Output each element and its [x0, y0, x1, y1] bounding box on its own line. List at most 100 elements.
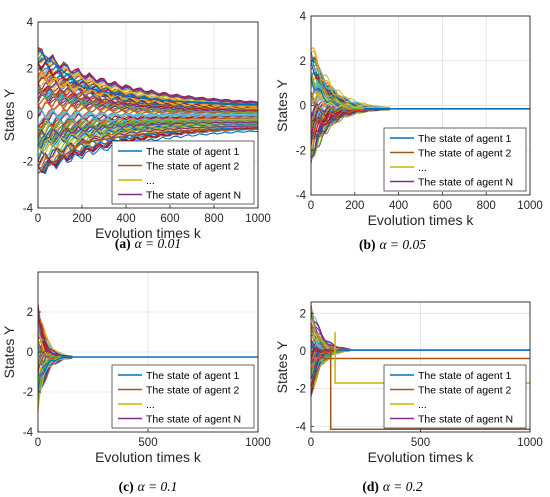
agent-line — [38, 120, 258, 139]
legend: The state of agent 1 The state of agent 2… — [111, 364, 255, 429]
x-tick-label: 200 — [345, 200, 364, 212]
x-tick-label: 0 — [308, 200, 314, 212]
legend-label: The state of agent 1 — [418, 133, 512, 145]
agent-line — [38, 357, 73, 399]
agent-line — [38, 48, 258, 105]
x-tick-label: 1000 — [517, 200, 543, 212]
legend-label: The state of agent 2 — [146, 384, 240, 396]
x-tick-label: 0 — [35, 437, 41, 449]
y-tick-label: 0 — [27, 110, 33, 122]
x-tick-label: 0 — [308, 437, 314, 449]
caption-text: α = 0.01 — [135, 236, 182, 251]
y-tick-label: 4 — [27, 17, 34, 29]
legend-label: The state of agent N — [146, 413, 241, 425]
x-tick-label: 600 — [433, 200, 452, 212]
y-tick-label: -2 — [23, 387, 33, 399]
agent-line — [38, 48, 258, 104]
legend-label: ... — [146, 175, 155, 187]
legend-label: ... — [418, 399, 427, 411]
y-tick-label: -4 — [23, 203, 34, 215]
legend-label: The state of agent N — [146, 189, 241, 201]
y-tick-label: 4 — [300, 11, 307, 23]
x-tick-label: 400 — [116, 213, 135, 225]
y-tick-label: -4 — [296, 190, 307, 202]
agent-line — [311, 54, 390, 109]
x-axis-label: Evolution times k — [95, 449, 202, 465]
caption-text: α = 0.1 — [138, 479, 178, 494]
x-tick-label: 500 — [138, 437, 157, 449]
y-tick-label: 0 — [27, 347, 33, 359]
caption-text: α = 0.05 — [379, 237, 426, 252]
x-tick-label: 800 — [477, 200, 496, 212]
y-tick-label: 2 — [27, 307, 33, 319]
x-tick-label: 600 — [160, 213, 179, 225]
agent-line — [38, 122, 258, 157]
figure-caption: (c) α = 0.1 — [119, 479, 178, 494]
chart-panel-2: 0 200 400 600 800 1000 -4 -2 0 2 4 Evolution times … — [274, 11, 543, 252]
agent-line — [38, 88, 258, 114]
legend-label: The state of agent N — [418, 413, 513, 425]
legend-label: The state of agent 2 — [418, 147, 512, 159]
agent-line — [311, 47, 390, 108]
y-axis-label: States Y — [274, 340, 290, 393]
x-tick-label: 400 — [389, 200, 408, 212]
legend-label: The state of agent 2 — [146, 160, 240, 172]
x-tick-label: 200 — [72, 213, 91, 225]
agent-line — [311, 108, 390, 158]
caption-letter: (c) — [119, 479, 134, 494]
legend-label: ... — [418, 162, 427, 174]
agent-line — [38, 121, 258, 138]
agent-line — [38, 128, 258, 174]
chart-panel-4: 0 500 1000 -4 -2 0 2 Evolution times k States Y T… — [274, 301, 543, 494]
legend-label: The state of agent 1 — [418, 370, 512, 382]
series-lines — [311, 305, 530, 430]
legend-label: The state of agent 2 — [418, 384, 512, 396]
divergent-agent-line — [329, 347, 530, 430]
series-lines — [311, 47, 530, 164]
y-tick-label: 2 — [300, 56, 306, 68]
divergent-agent-line — [323, 347, 530, 360]
legend-label: The state of agent 1 — [146, 146, 240, 158]
y-tick-label: -4 — [23, 427, 34, 439]
agent-line — [311, 311, 351, 350]
figure-caption: (b) α = 0.05 — [359, 237, 426, 252]
agent-line — [38, 73, 258, 110]
chart-panel-1: 0 200 400 600 800 1000 -4 -2 0 2 4 Evolution times … — [1, 17, 271, 251]
y-tick-label: -4 — [296, 421, 307, 433]
agent-line — [38, 49, 258, 106]
legend-label: The state of agent 1 — [146, 370, 240, 382]
y-tick-label: 2 — [300, 308, 306, 320]
x-tick-label: 0 — [35, 213, 41, 225]
figure-caption: (a) α = 0.01 — [115, 236, 181, 251]
caption-letter: (d) — [362, 479, 379, 494]
x-tick-label: 500 — [411, 437, 430, 449]
chart-panel-3: 0 500 1000 -4 -2 0 2 Evolution times k States Y T… — [1, 271, 271, 494]
y-tick-label: -2 — [296, 384, 306, 396]
legend-label: ... — [146, 399, 155, 411]
y-axis-label: States Y — [1, 88, 17, 141]
caption-letter: (a) — [115, 236, 131, 251]
agent-line — [38, 130, 258, 175]
x-axis-label: Evolution times k — [95, 225, 202, 241]
x-axis-label: Evolution times k — [368, 449, 475, 465]
series-lines — [38, 46, 258, 175]
caption-letter: (b) — [359, 237, 376, 252]
series-lines — [38, 304, 258, 413]
y-tick-label: 0 — [300, 346, 306, 358]
agent-line — [38, 108, 258, 119]
x-tick-label: 1000 — [245, 213, 271, 225]
y-tick-label: -2 — [296, 145, 306, 157]
y-axis-label: States Y — [274, 79, 290, 132]
x-axis-label: Evolution times k — [368, 212, 475, 228]
y-tick-label: -2 — [23, 157, 33, 169]
y-tick-label: 0 — [300, 101, 306, 113]
agent-line — [38, 115, 258, 127]
figure-caption: (d) α = 0.2 — [362, 479, 423, 494]
agent-line — [38, 76, 258, 113]
y-axis-label: States Y — [1, 325, 17, 378]
legend: The state of agent 1 The state of agent 2… — [383, 127, 527, 192]
legend: The state of agent 1 The state of agent 2… — [383, 364, 527, 429]
y-tick-label: 2 — [27, 64, 33, 76]
x-tick-label: 800 — [204, 213, 223, 225]
